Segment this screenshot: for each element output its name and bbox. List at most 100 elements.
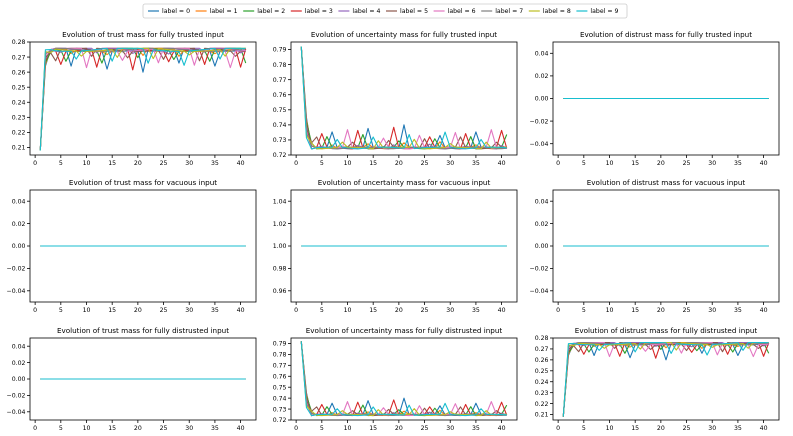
x-tick-label: 35 [472, 307, 480, 314]
series-group [300, 341, 508, 417]
y-tick-label: 0.79 [273, 341, 287, 348]
y-tick-label: −0.04 [7, 409, 26, 416]
x-tick-label: 10 [83, 425, 91, 432]
x-tick-label: 30 [446, 160, 454, 167]
subplot-3: Evolution of trust mass for vacuous inpu… [7, 178, 257, 314]
x-tick-label: 40 [237, 160, 245, 167]
subplot-title: Evolution of uncertainty mass for vacuou… [318, 178, 491, 187]
subplot-2: Evolution of distrust mass for fully tru… [530, 30, 780, 167]
x-tick-label: 20 [395, 425, 403, 432]
subplot-6: Evolution of trust mass for fully distru… [7, 326, 257, 432]
x-tick-label: 5 [582, 160, 586, 167]
x-tick-label: 0 [33, 307, 37, 314]
x-tick-label: 25 [160, 425, 168, 432]
series-line-label-2 [39, 47, 247, 151]
legend-label-0: label = 0 [162, 8, 190, 15]
x-tick-label: 40 [498, 307, 506, 314]
y-tick-label: 1.04 [273, 198, 287, 205]
x-tick-label: 0 [556, 425, 560, 432]
x-tick-label: 35 [472, 425, 480, 432]
x-tick-label: 25 [160, 160, 168, 167]
y-tick-label: 0.23 [535, 390, 549, 397]
y-tick-label: 0.25 [12, 84, 26, 91]
y-tick-label: 0.04 [12, 343, 26, 350]
axes-frame [29, 41, 257, 156]
x-tick-label: 15 [631, 307, 639, 314]
y-tick-label: 0.73 [273, 137, 287, 144]
y-tick-label: 0.02 [12, 360, 26, 367]
x-tick-label: 20 [134, 307, 142, 314]
series-line-label-5 [39, 47, 246, 151]
x-tick-label: 40 [237, 425, 245, 432]
x-tick-label: 40 [237, 307, 245, 314]
y-tick-label: 0.27 [535, 346, 549, 353]
subplot-title: Evolution of distrust mass for vacuous i… [587, 178, 746, 187]
y-tick-label: 1.02 [273, 221, 287, 228]
x-tick-label: 20 [395, 160, 403, 167]
x-tick-label: 15 [369, 307, 377, 314]
y-tick-label: 0.77 [273, 77, 287, 84]
subplot-8: Evolution of distrust mass for fully dis… [535, 326, 780, 432]
x-tick-label: 40 [760, 425, 768, 432]
x-tick-label: 35 [734, 160, 742, 167]
x-tick-label: 15 [369, 425, 377, 432]
series-line-label-7 [39, 47, 246, 151]
x-tick-label: 35 [472, 160, 480, 167]
subplot-1: Evolution of uncertainty mass for fully … [273, 30, 518, 167]
legend-label-2: label = 2 [257, 8, 285, 15]
y-tick-label: −0.04 [530, 141, 549, 148]
x-tick-label: 15 [631, 160, 639, 167]
x-tick-label: 10 [606, 307, 614, 314]
y-tick-label: 0.26 [535, 357, 549, 364]
y-tick-label: 0.77 [273, 363, 287, 370]
y-tick-label: 0.74 [273, 122, 287, 129]
x-tick-label: 25 [421, 307, 429, 314]
series-group [300, 46, 508, 150]
x-tick-label: 5 [59, 160, 63, 167]
series-line-label-9 [562, 342, 769, 417]
y-tick-label: 0.28 [12, 39, 26, 46]
series-line-label-4 [39, 47, 246, 151]
subplot-title: Evolution of uncertainty mass for fully … [311, 30, 497, 39]
series-line-label-9 [300, 341, 507, 417]
legend-label-4: label = 4 [352, 8, 380, 15]
series-line-label-4 [562, 342, 769, 417]
y-tick-label: 0.00 [535, 96, 549, 103]
x-tick-label: 40 [498, 425, 506, 432]
y-tick-label: −0.04 [7, 288, 26, 295]
x-tick-label: 20 [395, 307, 403, 314]
x-tick-label: 15 [108, 307, 116, 314]
x-tick-label: 5 [320, 160, 324, 167]
x-tick-label: 30 [708, 160, 716, 167]
x-tick-label: 20 [657, 160, 665, 167]
y-tick-label: 0.72 [273, 417, 287, 424]
y-tick-label: 0.76 [273, 92, 287, 99]
x-tick-label: 0 [294, 425, 298, 432]
y-tick-label: 0.02 [535, 73, 549, 80]
y-tick-label: 0.76 [273, 373, 287, 380]
x-tick-label: 0 [294, 307, 298, 314]
x-tick-label: 25 [683, 160, 691, 167]
subplot-title: Evolution of distrust mass for fully dis… [575, 326, 758, 335]
legend-label-8: label = 8 [543, 8, 571, 15]
y-tick-label: 0.21 [12, 145, 26, 152]
y-tick-label: 0.73 [273, 406, 287, 413]
series-line-label-6 [39, 47, 246, 151]
legend-label-9: label = 9 [590, 8, 618, 15]
y-tick-label: 0.04 [535, 198, 549, 205]
x-tick-label: 20 [134, 425, 142, 432]
y-tick-label: 0.00 [535, 243, 549, 250]
series-group [562, 342, 770, 417]
y-tick-label: 0.75 [273, 384, 287, 391]
y-tick-label: 0.28 [535, 335, 549, 342]
subplot-title: Evolution of uncertainty mass for fully … [306, 326, 503, 335]
subplot-title: Evolution of trust mass for fully distru… [57, 326, 229, 335]
y-tick-label: 0.79 [273, 47, 287, 54]
x-tick-label: 15 [108, 160, 116, 167]
y-tick-label: 0.02 [535, 221, 549, 228]
series-line-label-3 [562, 342, 770, 417]
x-tick-label: 5 [582, 425, 586, 432]
x-tick-label: 40 [760, 307, 768, 314]
x-tick-label: 35 [211, 307, 219, 314]
series-line-label-0 [300, 46, 507, 150]
